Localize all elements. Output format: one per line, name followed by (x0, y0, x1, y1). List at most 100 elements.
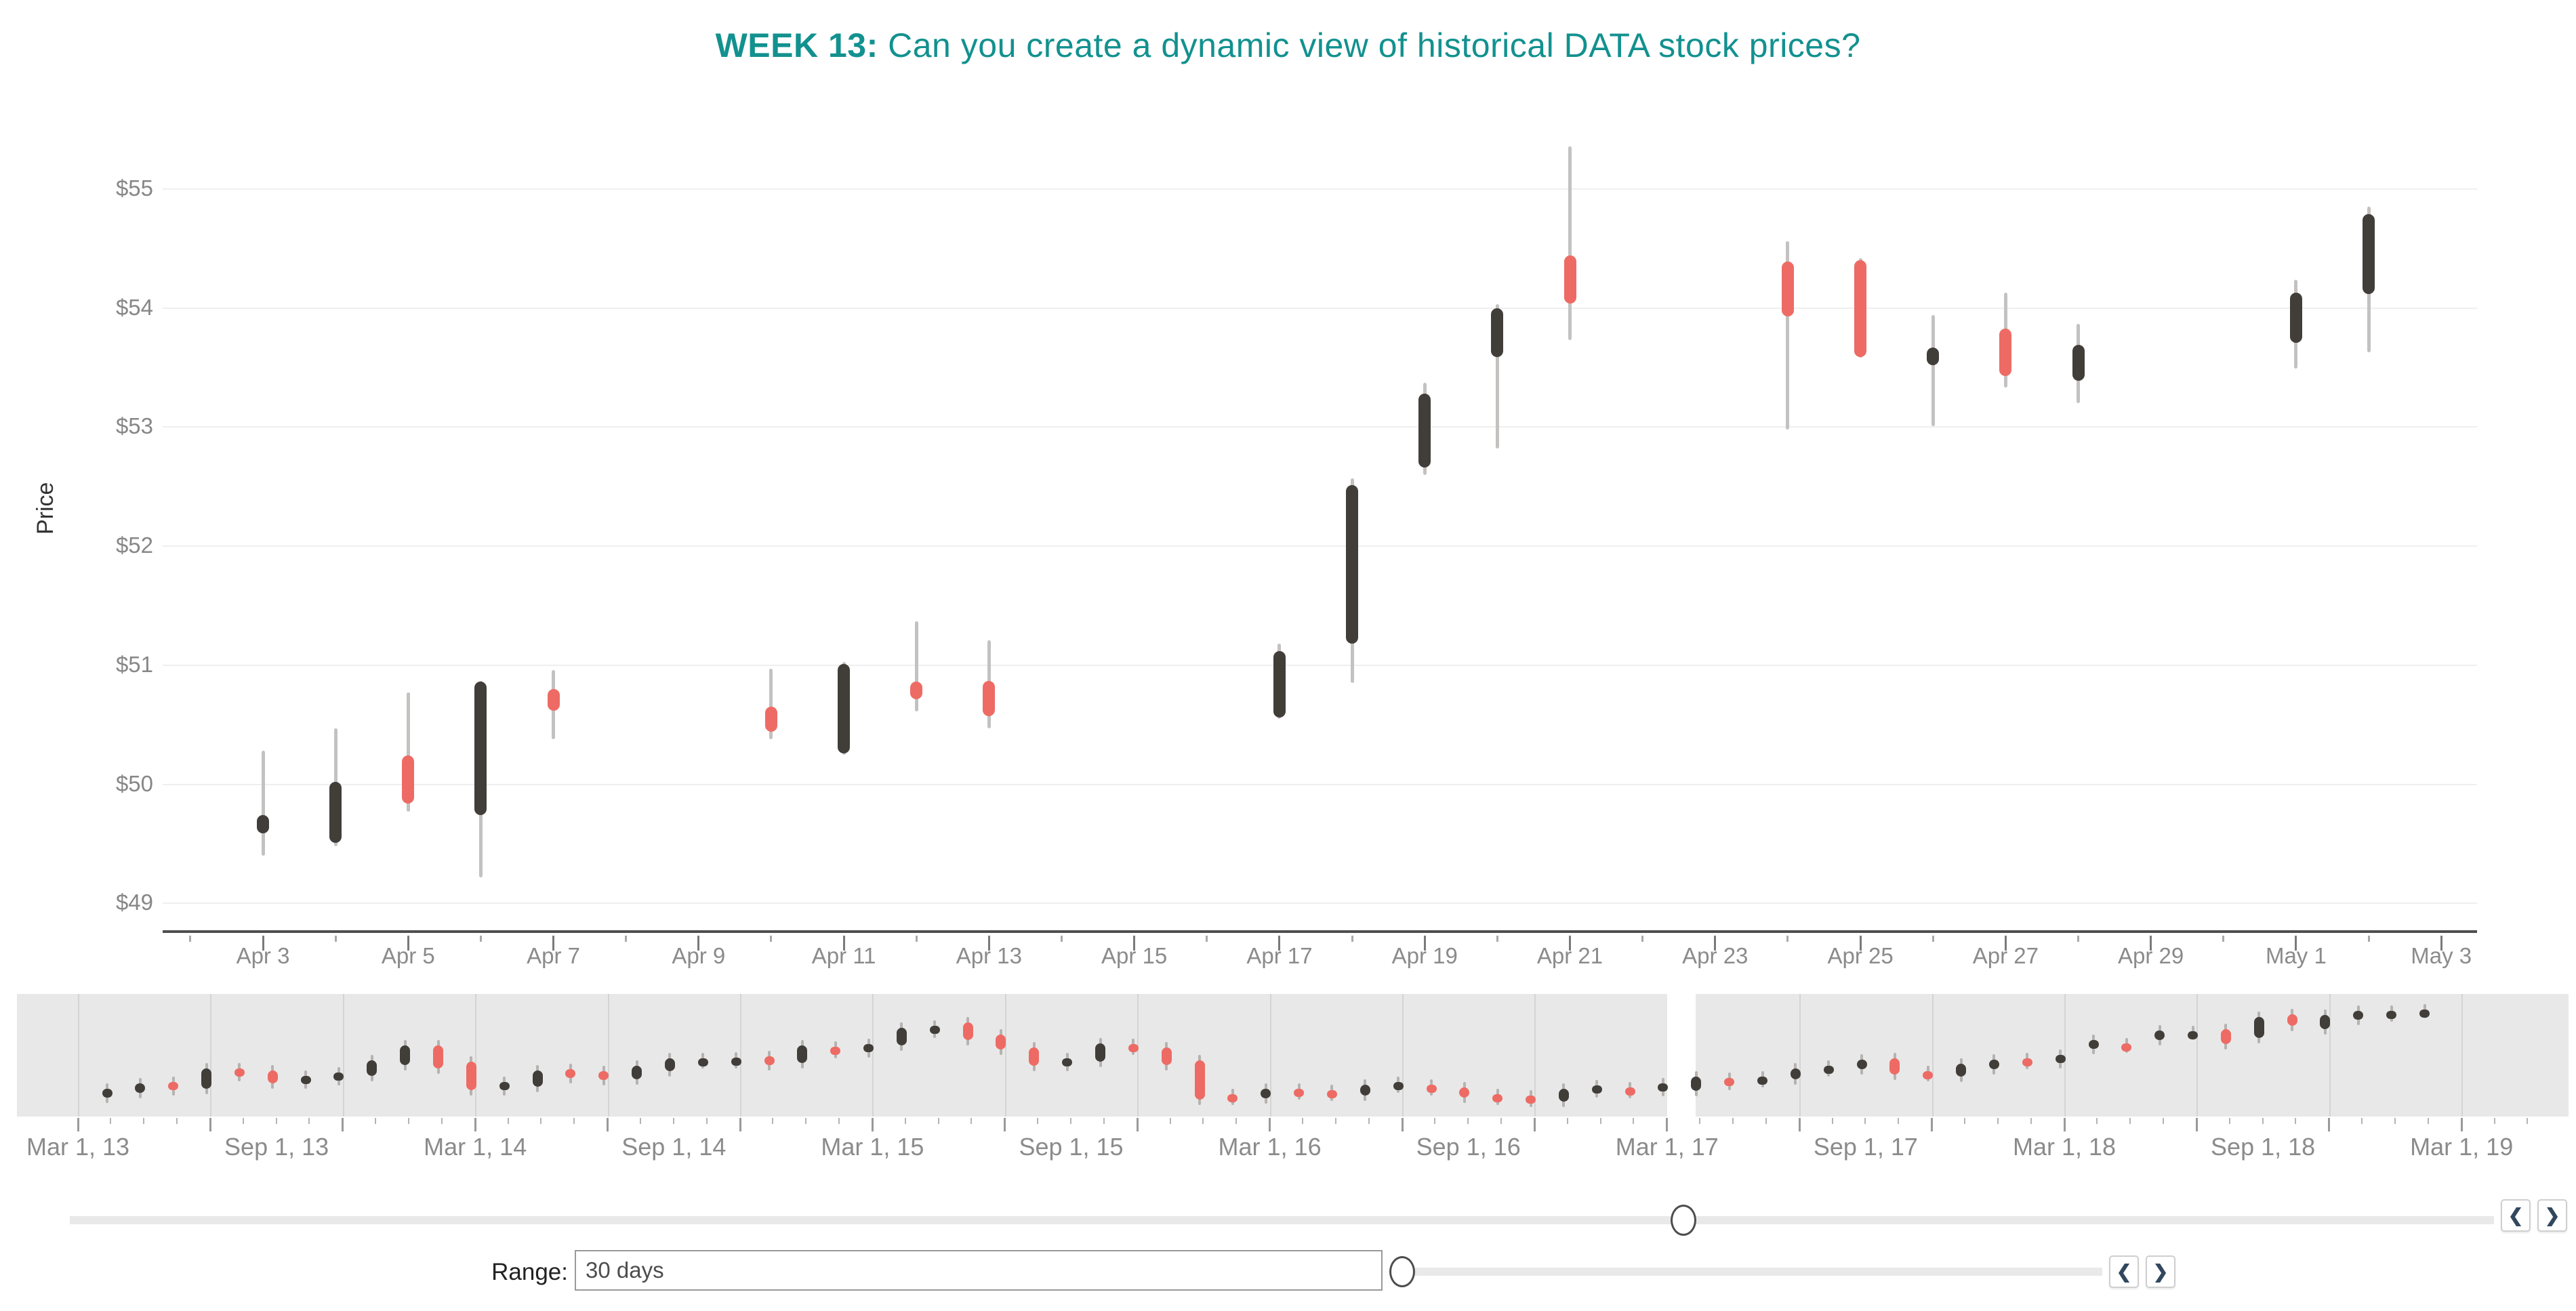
mini-candle-dec-16[interactable] (1526, 1095, 1536, 1104)
mini-candle-oct-15[interactable] (1062, 1058, 1073, 1067)
mini-candle-nov-13[interactable] (300, 1075, 311, 1084)
candle-apr-19[interactable] (1418, 394, 1431, 468)
mini-candle-apr-17[interactable] (1658, 1083, 1669, 1091)
mini-candle-nov-18[interactable] (2287, 1014, 2297, 1026)
candle-apr-18[interactable] (1346, 485, 1359, 644)
mini-candle-mar-17[interactable] (1624, 1087, 1635, 1096)
mini-candle-aug-16[interactable] (1393, 1082, 1404, 1091)
horizontal-scrollbar-track[interactable] (70, 1216, 2494, 1224)
mini-candle-aug-18[interactable] (2188, 1031, 2199, 1040)
mini-candle-may-18[interactable] (2088, 1040, 2099, 1049)
mini-candle-oct-16[interactable] (1459, 1087, 1470, 1098)
mini-candle-jun-17[interactable] (1724, 1078, 1735, 1086)
mini-candle-sep-16[interactable] (1426, 1084, 1437, 1093)
mini-candle-feb-14[interactable] (400, 1045, 411, 1065)
candle-apr-20[interactable] (1491, 308, 1504, 357)
mini-candle-feb-18[interactable] (1988, 1059, 1999, 1070)
mini-candle-aug-13[interactable] (201, 1068, 212, 1089)
mini-candle-sep-18[interactable] (2220, 1029, 2231, 1045)
candle-may-2[interactable] (2363, 213, 2375, 294)
mini-candle-feb-16[interactable] (1194, 1060, 1205, 1100)
mini-candle-mar-18[interactable] (2022, 1058, 2032, 1067)
candle-apr-26[interactable] (1927, 347, 1940, 365)
mini-candle-jun-18[interactable] (2121, 1043, 2132, 1052)
mini-candle-dec-17[interactable] (1923, 1071, 1934, 1080)
mini-candle-apr-14[interactable] (466, 1062, 476, 1090)
candle-apr-10[interactable] (764, 707, 777, 732)
mini-candle-jul-14[interactable] (565, 1069, 576, 1078)
mini-candle-jan-16[interactable] (1161, 1047, 1172, 1065)
mini-candle-jun-13[interactable] (135, 1083, 146, 1094)
candle-apr-12[interactable] (910, 682, 923, 700)
mini-candle-feb-17[interactable] (1591, 1085, 1602, 1094)
mini-candle-nov-16[interactable] (1492, 1094, 1503, 1102)
candle-apr-5[interactable] (402, 755, 415, 804)
mini-candle-apr-18[interactable] (2055, 1055, 2066, 1064)
mini-candle-jan-17[interactable] (1558, 1089, 1569, 1102)
mini-candle-nov-14[interactable] (697, 1058, 708, 1067)
horizontal-scrollbar-handle[interactable] (1671, 1205, 1696, 1236)
mini-candle-dec-14[interactable] (731, 1057, 741, 1066)
mini-candle-dec-15[interactable] (1128, 1044, 1139, 1053)
mini-candle-jun-16[interactable] (1326, 1089, 1337, 1098)
mini-candle-mar-15[interactable] (830, 1046, 841, 1055)
mini-candle-jul-18[interactable] (2154, 1030, 2165, 1040)
mini-candle-may-14[interactable] (499, 1082, 510, 1091)
mini-candle-mar-19[interactable] (2419, 1010, 2430, 1018)
mini-candle-may-17[interactable] (1691, 1077, 1702, 1091)
mini-candle-jan-14[interactable] (367, 1060, 377, 1076)
candle-apr-21[interactable] (1563, 255, 1576, 304)
mini-candle-dec-18[interactable] (2320, 1015, 2331, 1029)
mini-candle-may-13[interactable] (102, 1089, 113, 1098)
mini-candle-feb-19[interactable] (2386, 1010, 2397, 1019)
range-decrease-button[interactable]: ❮ (2109, 1255, 2139, 1288)
mini-candle-sep-14[interactable] (632, 1066, 642, 1079)
mini-candle-aug-15[interactable] (996, 1035, 1006, 1050)
range-input[interactable] (575, 1250, 1383, 1291)
mini-candle-may-16[interactable] (1294, 1089, 1305, 1097)
candle-may-1[interactable] (2289, 292, 2302, 343)
candle-apr-24[interactable] (1781, 262, 1794, 316)
range-slider-handle[interactable] (1389, 1256, 1415, 1287)
mini-candle-aug-17[interactable] (1790, 1068, 1801, 1079)
mini-candle-mar-16[interactable] (1227, 1094, 1238, 1102)
mini-candle-jan-19[interactable] (2353, 1010, 2364, 1020)
mini-candle-jul-16[interactable] (1359, 1084, 1370, 1096)
mini-candle-oct-13[interactable] (267, 1070, 278, 1083)
mini-candle-jan-18[interactable] (1956, 1064, 1967, 1077)
overview-selection-window[interactable] (1667, 994, 1696, 1117)
mini-candle-oct-18[interactable] (2253, 1017, 2264, 1038)
candle-apr-28[interactable] (2072, 345, 2085, 381)
candle-apr-11[interactable] (838, 664, 851, 753)
mini-candle-feb-15[interactable] (797, 1045, 808, 1063)
mini-candle-sep-15[interactable] (1029, 1047, 1040, 1066)
mini-candle-dec-13[interactable] (333, 1073, 344, 1081)
candle-apr-6[interactable] (474, 682, 487, 816)
mini-candle-mar-14[interactable] (433, 1045, 443, 1068)
mini-candle-jan-15[interactable] (764, 1056, 775, 1065)
mini-candle-sep-17[interactable] (1823, 1066, 1834, 1075)
mini-candle-may-15[interactable] (896, 1028, 907, 1045)
range-slider-track[interactable] (1402, 1268, 2102, 1276)
mini-candle-oct-14[interactable] (664, 1058, 675, 1072)
mini-candle-nov-17[interactable] (1889, 1058, 1900, 1075)
scroll-left-button[interactable]: ❮ (2501, 1199, 2531, 1232)
candle-apr-4[interactable] (329, 781, 342, 843)
candle-apr-17[interactable] (1273, 650, 1286, 718)
mini-candle-jul-17[interactable] (1757, 1077, 1767, 1085)
mini-candle-nov-15[interactable] (1095, 1043, 1105, 1062)
scroll-right-button[interactable]: ❯ (2537, 1199, 2567, 1232)
mini-candle-apr-15[interactable] (863, 1044, 874, 1053)
mini-candle-aug-14[interactable] (598, 1071, 609, 1081)
candle-apr-13[interactable] (983, 680, 996, 717)
candle-apr-7[interactable] (547, 688, 560, 711)
mini-candle-jul-15[interactable] (962, 1022, 973, 1040)
candle-apr-3[interactable] (257, 815, 269, 833)
candle-apr-27[interactable] (1999, 328, 2012, 376)
mini-candle-sep-13[interactable] (234, 1068, 245, 1077)
mini-candle-jul-13[interactable] (168, 1082, 179, 1091)
mini-candle-apr-16[interactable] (1261, 1089, 1271, 1099)
overview-chart[interactable] (17, 994, 2569, 1117)
mini-candle-oct-17[interactable] (1856, 1059, 1867, 1070)
range-increase-button[interactable]: ❯ (2146, 1255, 2175, 1288)
